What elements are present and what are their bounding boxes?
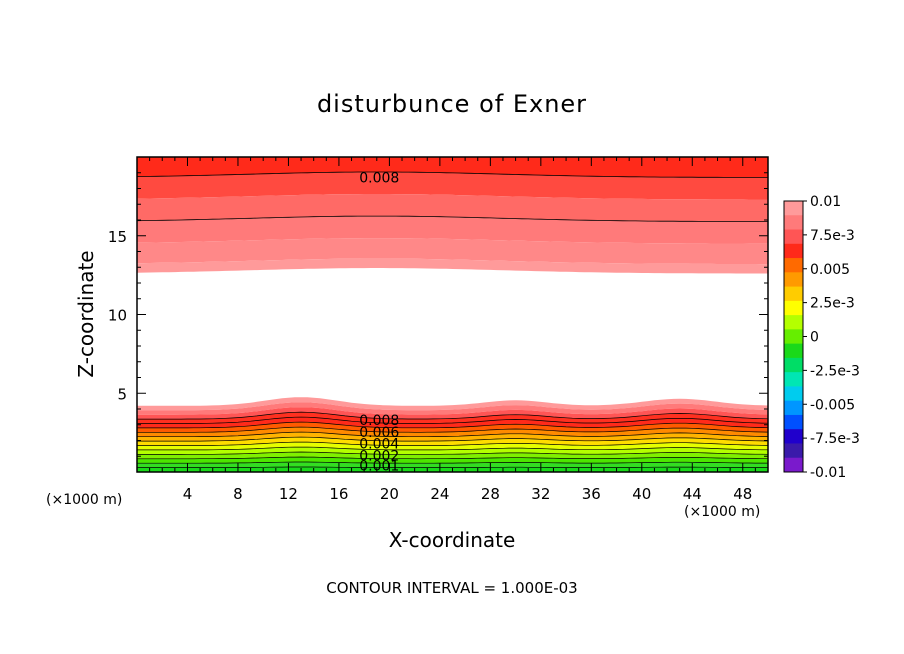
contour-line [137, 411, 769, 420]
x-tick-label: 24 [430, 485, 449, 503]
contour-line [137, 426, 769, 433]
colorbar-swatch [784, 343, 803, 359]
contour-line [137, 431, 768, 438]
contour-band [137, 437, 768, 446]
y-axis-label: Z-coordinate [74, 250, 98, 377]
colorbar-swatch [784, 243, 803, 259]
contour-line [137, 436, 769, 442]
contour-line [137, 441, 769, 446]
x-tick-label: 32 [531, 485, 550, 503]
colorbar-label: -0.01 [810, 465, 846, 481]
contour-line [137, 451, 769, 455]
contour-band [137, 194, 768, 222]
colorbar-swatch [784, 443, 803, 459]
contour-line [137, 466, 768, 468]
contour-interval-note: CONTOUR INTERVAL = 1.000E-03 [326, 579, 577, 597]
contour-line [137, 421, 769, 429]
contour-label: 0.004 [359, 437, 399, 453]
contour-label: 0.008 [359, 170, 399, 186]
x-unit-left: (×1000 m) [46, 492, 122, 508]
contour-label: 0.006 [359, 425, 399, 441]
contour-band [137, 157, 768, 178]
colorbar-label: 0 [810, 330, 819, 346]
colorbar-swatch [784, 229, 803, 245]
contour-line [136, 215, 768, 222]
colorbar-label: 0.01 [810, 194, 841, 210]
contour-band [137, 172, 768, 200]
axis-ticks [137, 157, 768, 472]
contour-band [137, 397, 768, 411]
x-axis-label: X-coordinate [389, 528, 516, 552]
contour-band [137, 258, 768, 274]
colorbar-swatch [784, 215, 803, 231]
contour-band [137, 417, 768, 428]
colorbar-swatch [784, 315, 803, 330]
colorbar-swatch [784, 286, 803, 302]
colorbar-swatch [784, 258, 803, 273]
colorbar-label: 2.5e-3 [810, 296, 855, 312]
x-tick-label: 36 [582, 485, 601, 503]
contour-band [137, 412, 768, 424]
y-tick-labels: 5 10 15 [108, 228, 127, 404]
contour-fill-layer [137, 157, 768, 472]
colorbar-swatch [784, 414, 803, 430]
colorbar-swatch [784, 201, 803, 216]
contour-band [137, 422, 768, 433]
colorbar-label: -0.005 [810, 397, 855, 413]
contour-line-layer [136, 171, 769, 468]
colorbar [783, 200, 804, 473]
x-tick-labels: 4 8 12 16 20 24 28 32 36 40 44 48 [183, 485, 753, 503]
contour-line [136, 171, 768, 178]
x-tick-label: 8 [233, 485, 243, 503]
y-tick-label: 15 [108, 228, 127, 246]
colorbar-swatch [784, 300, 803, 316]
contour-line [137, 416, 769, 424]
x-tick-label: 16 [329, 485, 348, 503]
colorbar-swatch [784, 357, 803, 373]
colorbar-swatch [784, 386, 803, 402]
colorbar-swatch [784, 457, 803, 473]
colorbar-swatch [784, 400, 803, 416]
contour-band [137, 238, 768, 265]
x-tick-label: 44 [683, 485, 702, 503]
contour-band [137, 402, 768, 415]
colorbar-label: -2.5e-3 [810, 363, 860, 379]
contour-line [137, 446, 768, 451]
colorbar-labels: 0.01 7.5e-3 0.005 2.5e-3 0 -2.5e-3 -0.005 -7.5e… [803, 194, 860, 481]
contour-band [137, 447, 768, 455]
contour-band [137, 442, 768, 450]
contour-band [137, 462, 768, 468]
x-tick-label: 28 [481, 485, 500, 503]
x-tick-label: 12 [279, 485, 298, 503]
x-tick-label: 20 [380, 485, 399, 503]
colorbar-swatch [784, 429, 803, 444]
chart-title: disturbunce of Exner [317, 90, 587, 118]
y-tick-label: 10 [108, 307, 127, 325]
colorbar-swatch [784, 329, 803, 345]
colorbar-swatch [784, 372, 803, 387]
colorbar-label: -7.5e-3 [810, 431, 860, 447]
contour-line [137, 456, 768, 460]
contour-label: 0.002 [359, 448, 399, 464]
colorbar-swatch [784, 272, 803, 288]
colorbar-label: 7.5e-3 [810, 228, 855, 244]
y-tick-label: 5 [117, 385, 127, 403]
x-tick-label: 40 [632, 485, 651, 503]
contour-label: 0.008 [359, 413, 399, 429]
colorbar-label: 0.005 [810, 262, 850, 278]
contour-line [137, 461, 768, 464]
x-tick-label: 48 [733, 485, 752, 503]
x-tick-label: 4 [183, 485, 193, 503]
x-unit-right: (×1000 m) [684, 504, 760, 520]
contour-band [137, 216, 768, 244]
contour-band [137, 407, 768, 420]
